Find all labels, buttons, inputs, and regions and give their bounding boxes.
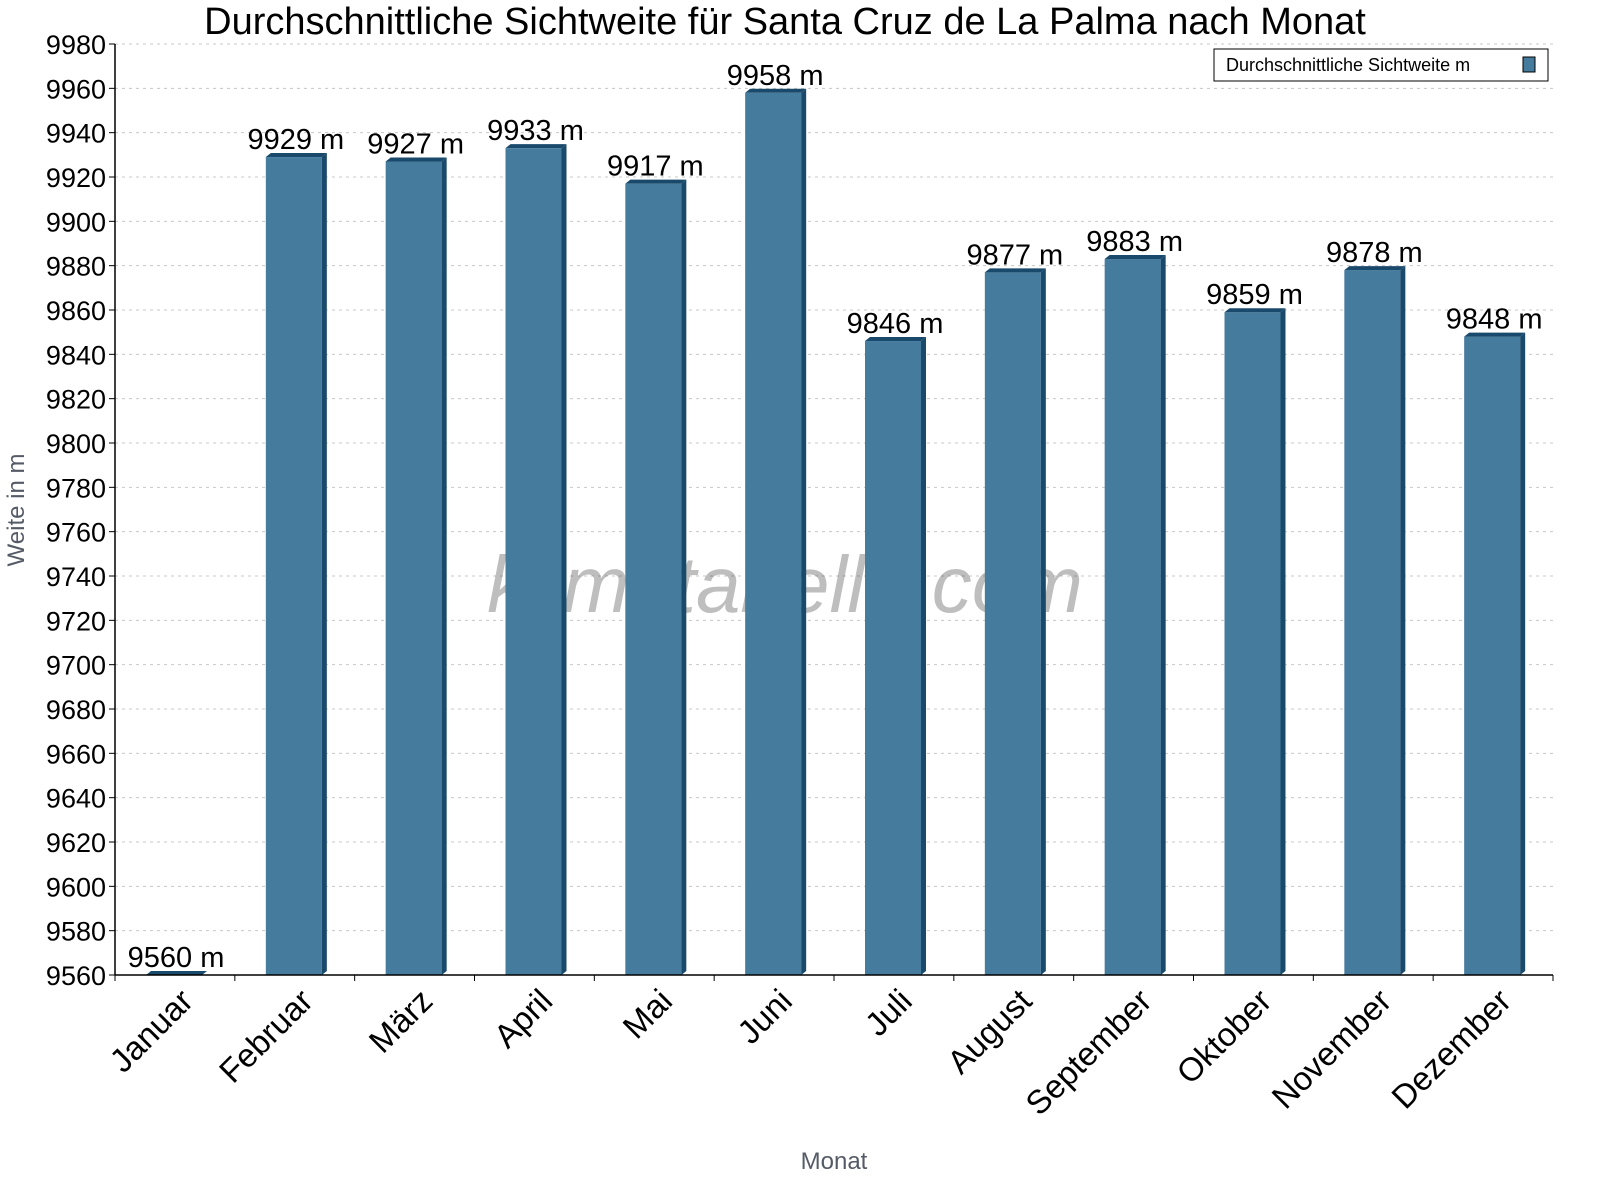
bar-top: [984, 268, 1046, 273]
x-tick-label: September: [1018, 982, 1158, 1122]
y-axis-ticks: 9560 9580 9600 9620 9640 9660 9680 9700 9720 9740…: [46, 30, 115, 991]
bar: [505, 148, 562, 975]
data-labels: 9560 m 9929 m 9927 m 9933 m 9917 m 9958 m 9846…: [128, 60, 1543, 974]
x-tick-label: Juni: [730, 982, 799, 1051]
y-tick-label: 9840: [46, 340, 106, 370]
x-tick-label: August: [940, 982, 1039, 1081]
bar-top: [505, 144, 567, 149]
y-tick-label: 9600: [46, 872, 106, 902]
y-axis-label: Weite in m: [3, 454, 30, 567]
bar-top: [1344, 266, 1406, 271]
data-label: 9927 m: [367, 128, 464, 160]
bar: [1344, 270, 1401, 976]
x-tick-label: März: [362, 982, 440, 1060]
bar-top: [1464, 332, 1526, 337]
y-tick-label: 9820: [46, 385, 106, 415]
x-tick-label: April: [487, 982, 560, 1055]
x-tick-label: Februar: [212, 982, 320, 1090]
y-tick-label: 9960: [46, 74, 106, 104]
bar-side: [1400, 266, 1406, 976]
bar-side: [921, 337, 926, 975]
data-label: 9958 m: [727, 60, 824, 92]
y-tick-label: 9720: [46, 606, 106, 636]
bar-top: [385, 157, 447, 162]
gridlines: [115, 43, 1553, 932]
legend-box: [1213, 48, 1549, 82]
data-label: 9883 m: [1086, 226, 1183, 258]
y-tick-label: 9660: [46, 739, 106, 769]
data-label: 9933 m: [487, 115, 584, 147]
x-axis-ticks: Januar Februar März April Mai Juni Juli AugustS…: [102, 982, 1518, 1122]
data-label: 9560 m: [128, 942, 225, 974]
x-tick-label: Januar: [102, 982, 200, 1080]
x-tick-label: Oktober: [1169, 982, 1278, 1091]
bar-top: [1104, 255, 1166, 260]
y-tick-label: 9800: [46, 429, 106, 459]
bar: [265, 157, 322, 976]
bar: [385, 161, 442, 975]
bar-side: [441, 157, 447, 975]
bar-side: [1280, 308, 1286, 975]
y-tick-label: 9780: [46, 473, 106, 503]
bar-top: [745, 88, 807, 93]
bar: [1224, 312, 1281, 975]
bar-side: [681, 179, 687, 975]
y-tick-label: 9940: [46, 119, 106, 149]
y-tick-label: 9900: [46, 207, 106, 237]
data-label: 9859 m: [1206, 279, 1303, 311]
x-tick-label: November: [1264, 982, 1398, 1116]
y-tick-label: 9640: [46, 784, 106, 814]
legend-swatch: [1522, 56, 1536, 73]
y-tick-label: 9920: [46, 163, 106, 193]
bar: [625, 183, 682, 975]
data-label: 9846 m: [847, 308, 944, 340]
legend: Durchschnittliche Sichtweite m: [1213, 48, 1549, 82]
x-tick-label: Juli: [858, 982, 919, 1043]
data-label: 9917 m: [607, 151, 704, 183]
bar-side: [1160, 255, 1166, 975]
bar: [1104, 259, 1161, 975]
bar: [984, 272, 1041, 976]
y-tick-label: 9680: [46, 695, 106, 725]
bar-top: [625, 179, 687, 184]
chart-title: Durchschnittliche Sichtweite für Santa C…: [204, 1, 1366, 43]
x-tick-label: Dezember: [1384, 982, 1518, 1116]
y-tick-label: 9760: [46, 518, 106, 548]
bar-side: [321, 153, 327, 976]
bars: [146, 88, 1526, 976]
axes: [114, 44, 1554, 981]
bar-side: [1520, 332, 1526, 976]
y-tick-label: 9560: [46, 961, 106, 991]
x-tick-label: Mai: [615, 982, 679, 1046]
data-label: 9848 m: [1446, 304, 1543, 336]
data-label: 9929 m: [247, 124, 344, 156]
bar-side: [561, 144, 567, 975]
y-tick-label: 9580: [46, 917, 106, 947]
y-tick-label: 9740: [46, 562, 106, 592]
y-tick-label: 9880: [46, 252, 106, 282]
y-tick-label: 9980: [46, 30, 106, 60]
data-label: 9877 m: [966, 239, 1063, 271]
y-tick-label: 9620: [46, 828, 106, 858]
bar: [865, 341, 921, 975]
bar-top: [865, 337, 926, 342]
legend-label: Durchschnittliche Sichtweite m: [1226, 55, 1470, 75]
bar: [146, 971, 207, 975]
x-axis-label: Monat: [801, 1148, 868, 1175]
bar-top: [265, 153, 327, 158]
y-tick-label: 9860: [46, 296, 106, 326]
y-tick-label: 9700: [46, 651, 106, 681]
bar-side: [1040, 268, 1046, 976]
bar-top: [1224, 308, 1286, 313]
data-label: 9878 m: [1326, 237, 1423, 269]
bar: [1464, 336, 1521, 976]
bar: [745, 92, 802, 976]
bar-side: [801, 88, 807, 976]
